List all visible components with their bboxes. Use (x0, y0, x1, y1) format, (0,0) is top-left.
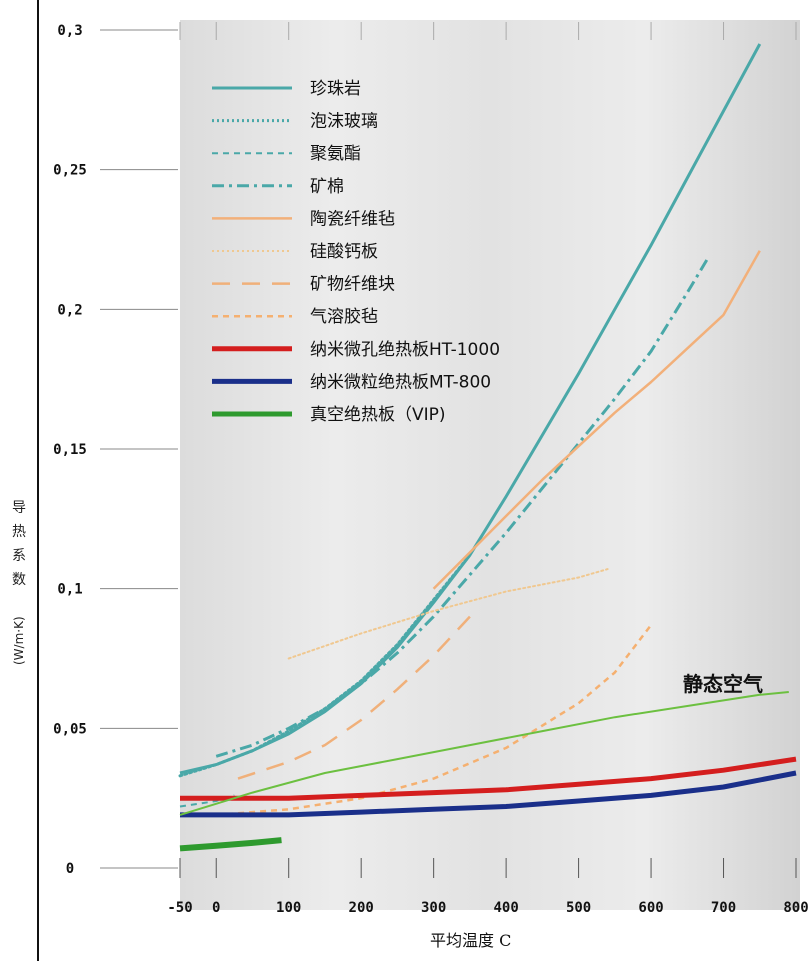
x-tick-label: 100 (276, 900, 301, 916)
plot-background (180, 20, 800, 910)
legend-label: 聚氨酯 (310, 144, 361, 164)
y-tick-label: 0,3 (57, 23, 82, 39)
grid-layer (100, 22, 797, 878)
series-line-10 (180, 770, 797, 818)
x-tick-label: 800 (783, 900, 808, 916)
series-line-12 (179, 691, 789, 816)
y-axis-label-char-1: 导 (12, 500, 26, 516)
series-line-4 (215, 255, 711, 758)
x-tick-label: 200 (349, 900, 374, 916)
x-tick-label: 700 (711, 900, 736, 916)
legend-label: 气溶胶毡 (310, 307, 378, 327)
series-layer (178, 43, 797, 852)
y-tick-label: 0,15 (53, 442, 87, 458)
static-air-annotation: 静态空气 (683, 672, 763, 696)
series-line-6 (287, 568, 609, 660)
legend-label: 陶瓷纤维毡 (310, 209, 395, 229)
series-line-11 (179, 837, 282, 852)
legend-label: 珍珠岩 (310, 79, 361, 99)
legend-label: 矿物纤维块 (310, 275, 395, 295)
y-tick-label: 0,1 (57, 582, 82, 598)
legend-label: 泡沫玻璃 (310, 112, 378, 132)
y-tick-label: 0 (66, 861, 74, 877)
series-line-7 (237, 615, 471, 780)
x-tick-label: 0 (212, 900, 220, 916)
x-tick-label: -50 (167, 900, 192, 916)
series-line-9 (180, 756, 797, 801)
legend-label: 硅酸钙板 (310, 242, 378, 262)
tick-layer: 0 0,05 0,1 0,15 0,2 0,25 0,3 -50 0 100 200 300 400 50… (53, 23, 809, 916)
x-axis-label: 平均温度 C (430, 931, 511, 950)
x-tick-label: 500 (566, 900, 591, 916)
legend-label: 矿棉 (310, 177, 344, 197)
legend-label: 纳米微孔绝热板HT-1000 (310, 340, 500, 360)
legend-label: 真空绝热板（VIP) (310, 405, 446, 425)
y-axis-label-char-4: 数 (12, 572, 26, 588)
y-axis-label-char-2: 热 (12, 524, 26, 540)
legend: 珍珠岩泡沫玻璃聚氨酯矿棉陶瓷纤维毡硅酸钙板矿物纤维块气溶胶毡纳米微孔绝热板HT-… (212, 79, 500, 425)
x-tick-label: 600 (638, 900, 663, 916)
y-tick-label: 0,05 (53, 721, 87, 737)
y-tick-label: 0,2 (57, 302, 82, 318)
series-line-5 (432, 250, 761, 590)
x-tick-label: 300 (421, 900, 446, 916)
y-axis-unit: (W/m·K) (12, 616, 26, 665)
y-tick-label: 0,25 (53, 163, 87, 179)
y-axis-label-char-3: 系 (12, 548, 26, 564)
x-tick-label: 400 (493, 900, 518, 916)
legend-label: 纳米微粒绝热板MT-800 (310, 372, 491, 392)
